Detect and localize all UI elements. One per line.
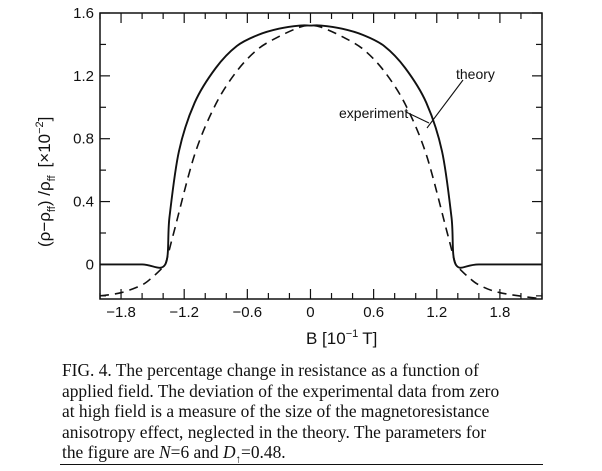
x-tick-label: 1.2 <box>426 304 447 321</box>
y-tick-label: 0 <box>86 256 94 273</box>
annotation-theory: theory <box>456 66 495 82</box>
tick-labels: −1.8 −1.2 −0.6 0 0.6 1.2 1.8 0 0.4 0.8 1.2 1.6 <box>73 5 510 321</box>
caption-symbol-n: N <box>159 442 171 462</box>
series <box>99 24 543 300</box>
y-axis-label-end: ] <box>35 117 54 122</box>
y-axis-label-sub: ff <box>46 205 58 212</box>
annotation-experiment: experiment <box>339 105 408 121</box>
caption-subscript: ↑ <box>235 453 242 466</box>
x-tick-label: −1.2 <box>169 304 199 321</box>
x-axis-label-unit: T] <box>362 329 377 348</box>
x-tick-label: 0.6 <box>363 304 384 321</box>
caption-symbol-d: D <box>222 442 236 462</box>
series-theory-line <box>99 24 542 269</box>
caption-line-3: at high field is a measure of the size o… <box>62 401 490 421</box>
x-tick-label: 1.8 <box>489 304 510 321</box>
figure-caption: FIG. 4. The percentage change in resista… <box>62 360 542 470</box>
x-tick-label: 0 <box>306 304 314 321</box>
y-axis-label-a: (ρ−ρ <box>35 212 54 247</box>
x-axis-label-exp: −1 <box>346 328 359 340</box>
caption-line-5b: =6 and <box>170 442 223 462</box>
y-tick-label: 0.8 <box>73 131 94 148</box>
x-tick-label: −1.8 <box>106 304 136 321</box>
y-axis-label-scale: [×10 <box>35 134 54 168</box>
caption-line-2: applied field. The deviation of the expe… <box>62 380 500 401</box>
experiment-pointer <box>405 111 430 124</box>
y-axis-label: (ρ−ρff) /ρff[×10−2] <box>34 117 58 247</box>
y-axis-label-b: ) /ρ <box>35 181 54 206</box>
caption-line-1: FIG. 4. The percentage change in resista… <box>62 360 479 380</box>
y-tick-label: 1.2 <box>73 68 94 85</box>
y-axis-label-sub2: ff <box>46 175 58 182</box>
x-tick-label: −0.6 <box>233 304 263 321</box>
caption-line-4: anisotropy effect, neglected in the theo… <box>62 421 487 442</box>
caption-line-5a: the figure are <box>62 442 160 462</box>
y-tick-label: 0.4 <box>73 194 94 211</box>
y-axis-label-exp: −2 <box>34 121 46 134</box>
caption-line-5c: =0.48. <box>241 442 286 462</box>
y-tick-label: 1.6 <box>73 5 94 22</box>
x-axis-label: B [10−1 T] <box>306 328 377 348</box>
plot-frame <box>99 12 543 300</box>
ticks <box>99 12 543 299</box>
theory-pointer <box>426 79 464 129</box>
caption-rule <box>60 464 543 465</box>
x-axis-label-base: B [10 <box>306 329 346 348</box>
